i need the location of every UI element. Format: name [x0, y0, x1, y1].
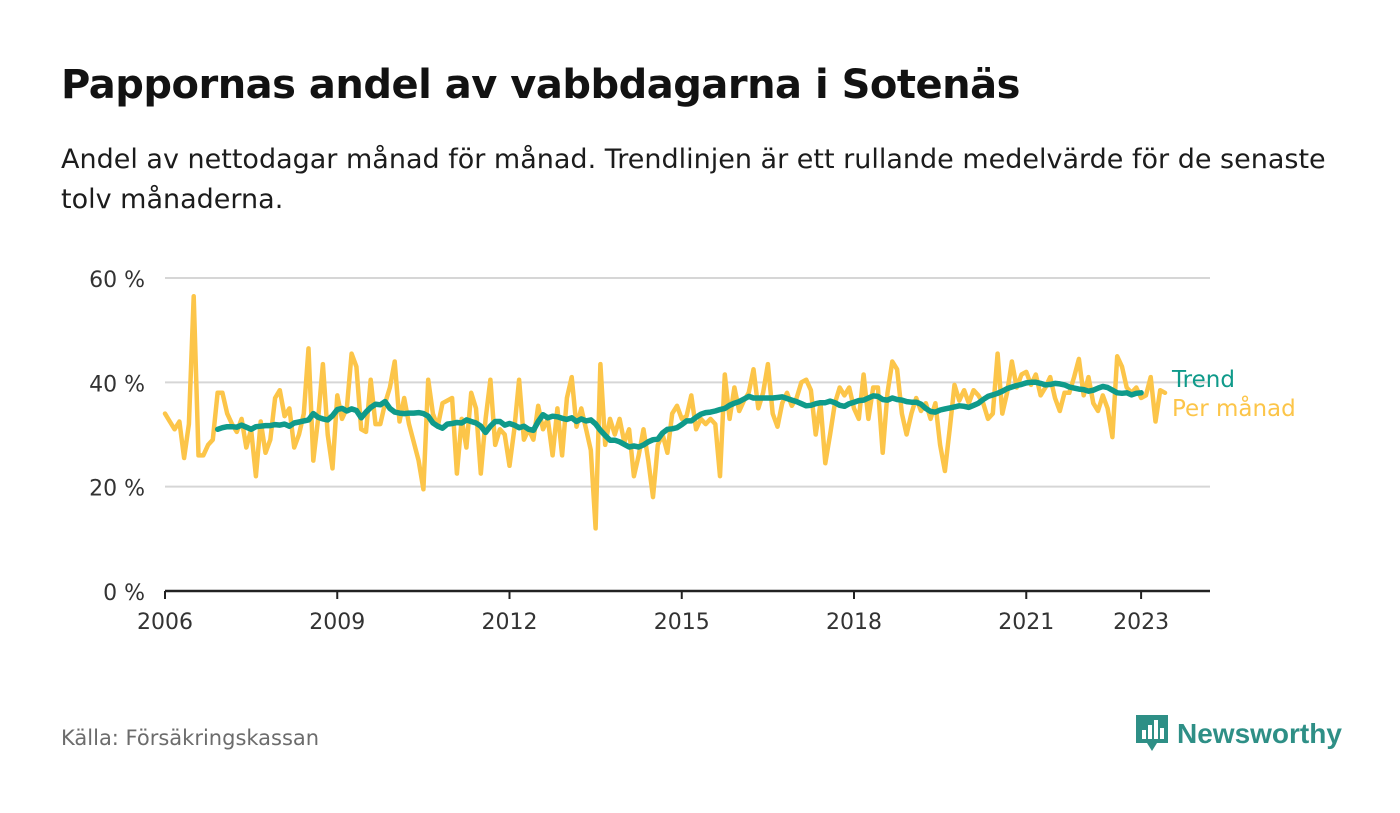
series-label: Per månad	[1172, 394, 1296, 422]
x-tick-label: 2015	[654, 610, 710, 635]
y-tick-label: 0 %	[103, 581, 145, 606]
gridlines	[165, 277, 1210, 593]
chart-subtitle: Andel av nettodagar månad för månad. Tre…	[61, 144, 1326, 215]
newsworthy-logo-icon	[1136, 715, 1168, 751]
x-tick-label: 2021	[998, 610, 1054, 635]
x-tick-label: 2006	[137, 610, 193, 635]
brand-name: Newsworthy	[1177, 718, 1342, 749]
trend-line	[214, 379, 1144, 450]
brand-logo[interactable]: Newsworthy	[1135, 712, 1342, 756]
x-tick-label: 2018	[826, 610, 882, 635]
chart-title: Pappornas andel av vabbdagarna i Sotenäs	[61, 62, 1020, 108]
series-label: Trend	[1171, 367, 1235, 393]
y-axis-ticks: 0 % 20 % 40 % 60 %	[89, 268, 145, 606]
data-series	[162, 294, 1168, 531]
x-tick-label: 2023	[1113, 610, 1169, 635]
source-note: Källa: Försäkringskassan	[61, 726, 320, 750]
x-axis-ticks: 2006 2009 2012 2015 2018 2021 2023	[137, 591, 1169, 635]
y-tick-label: 20 %	[89, 477, 145, 502]
y-tick-label: 40 %	[89, 372, 145, 397]
x-tick-label: 2012	[482, 610, 538, 635]
per-month-line	[162, 294, 1168, 531]
x-tick-label: 2009	[309, 610, 365, 635]
y-tick-label: 60 %	[89, 268, 145, 293]
